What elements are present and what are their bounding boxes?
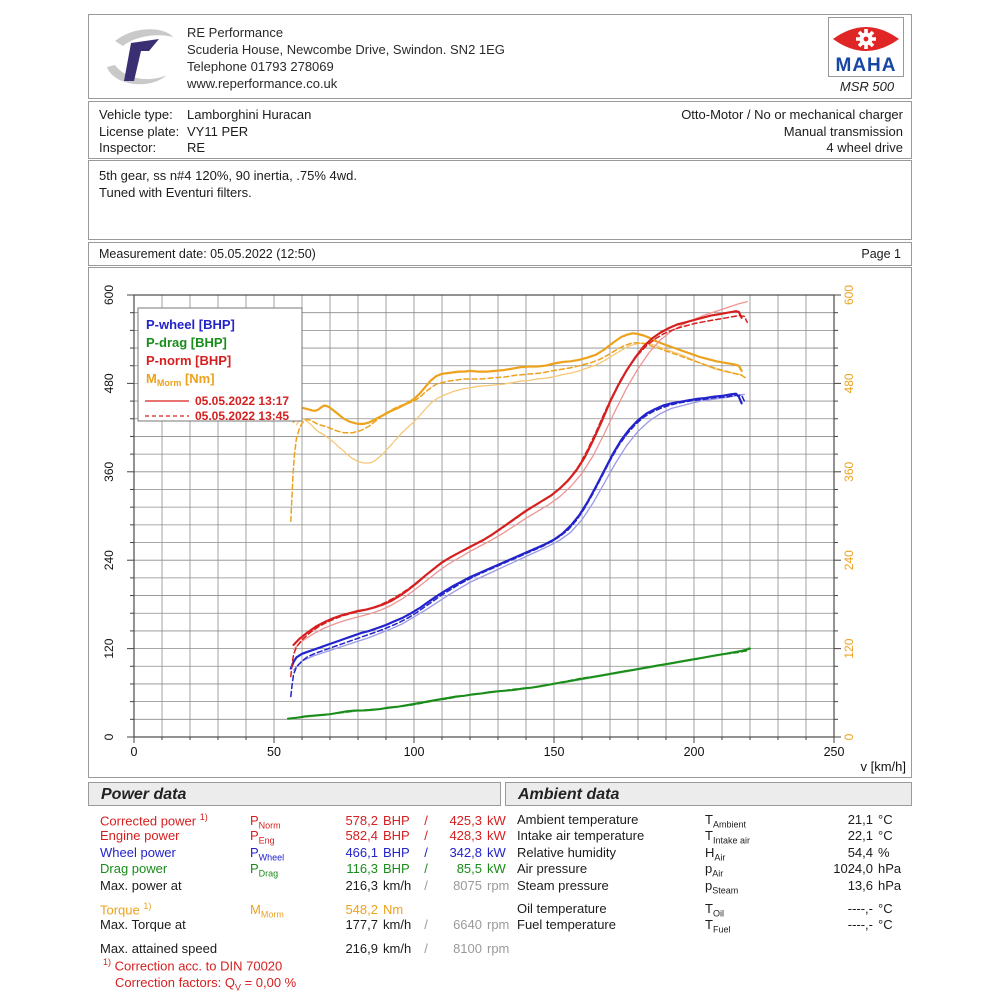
measurement-date-bar: Measurement date: 05.05.2022 (12:50) Pag… [88,242,912,266]
svg-text:0: 0 [842,733,856,740]
power-data-row: Torque 1) MMorm 548,2 Nm [100,900,404,920]
company-address: Scuderia House, Newcombe Drive, Swindon.… [187,42,505,57]
svg-text:150: 150 [544,745,565,759]
power-data-row: Max. power at 216,3 km/h/8075 rpm [100,877,510,893]
data-tables: Power data Corrected power 1) PNorm 578,2 B… [88,782,912,997]
svg-text:360: 360 [842,461,856,481]
maha-eye-gear-icon [833,27,899,51]
ambient-data-row: Steam pressure pSteam 13,6 hPa [517,877,902,896]
curve-p-drag-light [287,646,751,720]
ambient-data-row: Fuel temperature TFuel ----,- °C [517,917,893,935]
device-model: MSR 500 [839,79,895,94]
vehicle-right-column: Otto-Motor / No or mechanical charger Ma… [681,107,903,157]
svg-text:480: 480 [842,373,856,393]
license-plate-label: License plate: [99,123,180,139]
curve-p-wheel-dashed [290,394,746,698]
curve-p-norm-solid [292,310,743,646]
notes: 5th gear, ss n#4 120%, 90 inertia, .75% … [88,160,912,240]
svg-text:0: 0 [131,745,138,759]
svg-text:100: 100 [404,745,425,759]
inspector-label: Inspector: [99,140,157,155]
svg-text:P-wheel [BHP]: P-wheel [BHP] [146,317,235,332]
power-data-row: Corrected power 1) PNorm 578,2 BHP/425,3 kW [100,812,506,831]
vehicle-type-label: Vehicle type: [99,107,173,122]
re-performance-logo-icon [107,29,173,85]
svg-text:P-norm [BHP]: P-norm [BHP] [146,353,231,368]
inspector-value: RE [187,140,206,155]
vehicle-left-column: Vehicle type: Lamborghini Huracan License… [99,107,311,157]
license-plate-value: VY11 PER [187,123,249,139]
curve-p-wheel-light [292,393,746,671]
curve-torque-solid [292,332,743,425]
curve-p-drag-solid [287,647,751,720]
drive-type: 4 wheel drive [826,140,903,155]
power-data-row: Max. Torque at 177,7 km/h/6640 rpm [100,917,510,933]
maha-logo: MAHA [828,17,904,77]
svg-text:480: 480 [102,373,116,393]
svg-text:50: 50 [267,745,281,759]
note-line-2: Tuned with Eventuri filters. [99,185,252,200]
power-data-rows: Corrected power 1) PNorm 578,2 BHP/425,3 kW E… [88,806,510,957]
svg-text:600: 600 [842,285,856,305]
transmission-type: Manual transmission [783,123,903,139]
svg-text:120: 120 [102,638,116,658]
ambient-data-rows: Ambient temperature TAmbient 21,1 °C Intake … [505,806,912,935]
ambient-data-title: Ambient data [505,782,912,806]
maha-brand-text: MAHA [835,55,897,76]
note-line-1: 5th gear, ss n#4 120%, 90 inertia, .75% … [99,168,358,183]
power-data-row: Drag power PDrag 116,3 BHP/85,5 kW [100,861,506,879]
dyno-chart: 0 120 240 360 480 600 0 120 240 360 480 600 0 50 100 15… [102,285,906,774]
curve-p-norm-dashed [290,314,748,678]
power-chart: 0 120 240 360 480 600 0 120 240 360 480 600 0 50 100 15… [88,267,912,778]
curve-torque-light [295,342,743,464]
power-data-row: Wheel power PWheel 466,1 BHP/342,8 kW [100,844,506,863]
ambient-data-row: Ambient temperature TAmbient 21,1 °C [517,812,893,830]
power-data-title: Power data [88,782,501,806]
ambient-data-section: Ambient data Ambient temperature TAmbient… [505,782,912,935]
footnote-line-2: Correction factors: QV = 0,00 % [115,975,297,993]
svg-text:P-drag [BHP]: P-drag [BHP] [146,335,227,350]
power-data-row: Engine power PEng 582,4 BHP/428,3 kW [100,828,506,846]
vehicle-info: Vehicle type: Lamborghini Huracan License… [88,101,912,159]
curve-p-wheel-solid [289,392,743,670]
svg-text:250: 250 [824,745,845,759]
engine-type: Otto-Motor / No or mechanical charger [681,107,903,122]
company-website: www.reperformance.co.uk [187,76,338,91]
company-name: RE Performance [187,25,284,40]
power-data-section: Power data Corrected power 1) PNorm 578,2 B… [88,782,510,957]
svg-text:240: 240 [842,550,856,570]
svg-text:600: 600 [102,285,116,305]
svg-text:240: 240 [102,550,116,570]
svg-text:0: 0 [102,733,116,740]
company-telephone: Telephone 01793 278069 [187,59,334,74]
power-data-row: Max. attained speed 216,9 km/h/8100 rpm [100,940,510,956]
correction-footnote: 1) Correction acc. to DIN 70020 Correcti… [103,954,296,997]
ambient-data-row: Relative humidity HAir 54,4% [517,844,890,863]
chart-legend [137,307,303,422]
header: RE Performance Scuderia House, Newcombe … [88,14,912,99]
curve-torque-dashed [290,342,748,522]
svg-text:120: 120 [842,638,856,658]
dyno-chart-svg-mount: 0 120 240 360 480 600 0 120 240 360 480 600 0 50 100 15… [89,268,911,781]
ambient-data-row: Air pressure pAir 1024,0 hPa [517,861,902,879]
svg-text:360: 360 [102,461,116,481]
ambient-data-row: Oil temperature TOil ----,- °C [517,900,893,919]
ambient-data-row: Intake air temperature TIntake air 22,1 °C [517,828,893,846]
page-number: Page 1 [861,247,901,261]
maha-badge: MAHA MSR 500 [828,17,906,94]
x-axis-title: v [km/h] [860,759,906,774]
company-block: RE Performance Scuderia House, Newcombe … [187,24,505,92]
svg-text:05.05.2022 13:45: 05.05.2022 13:45 [195,409,289,423]
svg-text:05.05.2022 13:17: 05.05.2022 13:17 [195,394,289,408]
svg-text:200: 200 [684,745,705,759]
footnote-line-1: 1) Correction acc. to DIN 70020 [103,957,283,974]
measurement-date: Measurement date: 05.05.2022 (12:50) [99,247,316,261]
vehicle-type-value: Lamborghini Huracan [187,107,312,122]
